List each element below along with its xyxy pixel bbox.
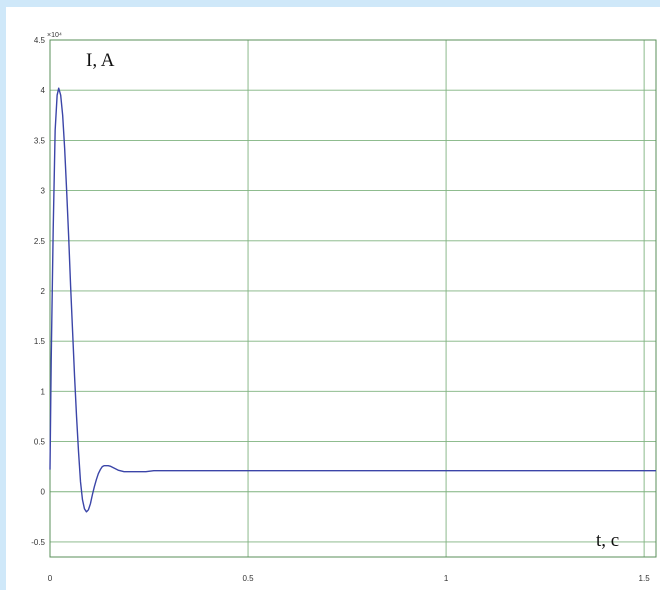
x-axis-label: t, c xyxy=(596,530,619,551)
y-tick-label: -0.5 xyxy=(31,538,45,547)
series-line xyxy=(49,87,656,513)
tick-labels: 0 0.5 1 1.5 -0.5 0 0.5 1 1.5 2 2.5 3 3.5 4 4.5 xyxy=(31,36,650,583)
y-axis-label: I, A xyxy=(86,50,115,71)
y-tick-label: 3 xyxy=(41,187,46,196)
y-tick-label: 0 xyxy=(41,488,46,497)
line-chart: 0 0.5 1 1.5 -0.5 0 0.5 1 1.5 2 2.5 3 3.5 4 4.5 ×10⁴ I,… xyxy=(31,32,657,583)
y-tick-label: 1 xyxy=(41,387,46,396)
y-tick-label: 2.5 xyxy=(34,237,46,246)
series xyxy=(49,87,656,513)
grid xyxy=(49,39,656,557)
y-tick-label: 4 xyxy=(41,86,46,95)
y-tick-label: 3.5 xyxy=(34,136,46,145)
chart-frame: 0 0.5 1 1.5 -0.5 0 0.5 1 1.5 2 2.5 3 3.5 4 4.5 ×10⁴ I,… xyxy=(6,7,660,590)
y-multiplier-label: ×10⁴ xyxy=(47,32,62,39)
x-tick-label: 0 xyxy=(48,574,53,583)
y-tick-label: 0.5 xyxy=(34,438,46,447)
axes xyxy=(49,39,657,558)
plot-area-border xyxy=(49,39,657,558)
x-tick-label: 0.5 xyxy=(242,574,254,583)
x-tick-label: 1 xyxy=(444,574,449,583)
x-tick-label: 1.5 xyxy=(639,574,651,583)
y-tick-label: 1.5 xyxy=(34,337,46,346)
y-tick-label: 4.5 xyxy=(34,36,46,45)
y-tick-label: 2 xyxy=(41,287,46,296)
